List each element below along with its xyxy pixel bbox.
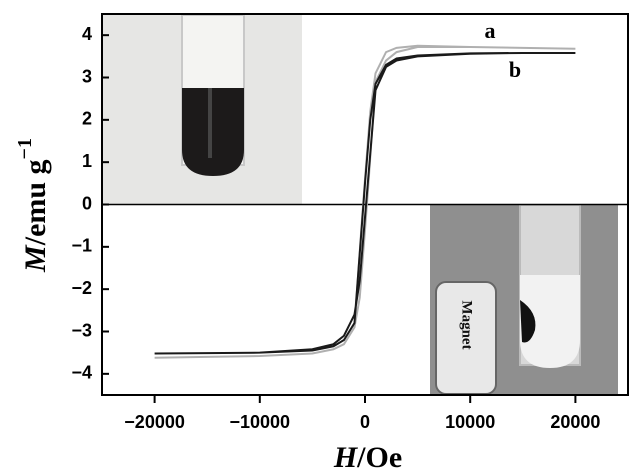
y-axis-symbol: M [19, 244, 52, 273]
y-tick-label: −1 [71, 236, 92, 256]
y-tick-label: 4 [82, 24, 92, 44]
x-tick-label: −20000 [124, 412, 185, 432]
x-tick-label: −10000 [230, 412, 291, 432]
y-tick-label: 1 [82, 151, 92, 171]
x-tick-label: 10000 [445, 412, 495, 432]
y-tick-label: −2 [71, 278, 92, 298]
legend-label: b [509, 57, 521, 82]
y-tick-label: 2 [82, 109, 92, 129]
y-axis-exponent: −1 [14, 138, 36, 159]
y-tick-label: 0 [82, 193, 92, 213]
y-tick-label: −4 [71, 363, 92, 383]
photo-inset [103, 14, 302, 204]
x-tick-label: 0 [360, 412, 370, 432]
x-tick-label: 20000 [550, 412, 600, 432]
y-axis-label: M/emu g−1 [14, 138, 52, 273]
y-tick-label: −3 [71, 320, 92, 340]
x-axis-label: H/Oe [333, 441, 402, 474]
inset-label: Magnet [459, 300, 475, 349]
series-line [154, 51, 576, 355]
x-axis-symbol: H [333, 441, 359, 474]
legend-label: a [485, 18, 496, 43]
x-axis-unit: /Oe [356, 441, 402, 474]
photo-inset: Magnet [430, 204, 618, 395]
y-tick-label: 3 [82, 66, 92, 86]
y-axis-unit: /emu g [19, 159, 52, 246]
